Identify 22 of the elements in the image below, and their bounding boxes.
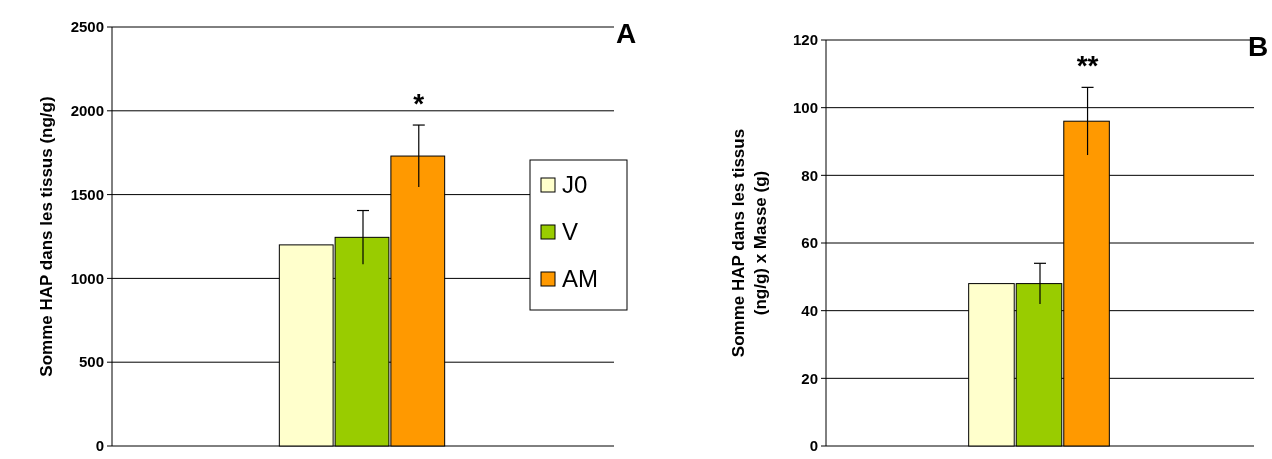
legend-label: J0 — [562, 171, 588, 199]
annotation: B — [1247, 31, 1269, 62]
y-tick-label: 1500 — [70, 185, 104, 203]
y-tick-label: 0 — [95, 437, 104, 455]
y-tick-label: 1000 — [70, 269, 104, 287]
y-axis-title: Somme HAP dans les tissus (ng/g) — [37, 96, 56, 377]
legend-label: V — [562, 218, 579, 246]
y-tick-label: 2000 — [70, 102, 104, 120]
text: A — [615, 18, 637, 49]
y-tick-label: 20 — [801, 369, 818, 387]
y-tick-label: 80 — [801, 166, 818, 184]
y-tick-label: 2500 — [70, 18, 104, 36]
y-tick-label: 40 — [801, 301, 818, 319]
annotation: * — [413, 88, 425, 120]
y-tick-label: 120 — [792, 31, 818, 49]
y-tick-label: 100 — [792, 98, 818, 116]
y-tick-label: 500 — [78, 353, 104, 371]
y-axis-title: Somme HAP dans les tissus (ng/g) x Masse (g) — [729, 128, 770, 358]
legend-label: AM — [562, 265, 598, 293]
annotation: ** — [1076, 50, 1099, 82]
y-tick-label: 0 — [809, 437, 818, 455]
y-tick-label: 60 — [801, 234, 818, 252]
